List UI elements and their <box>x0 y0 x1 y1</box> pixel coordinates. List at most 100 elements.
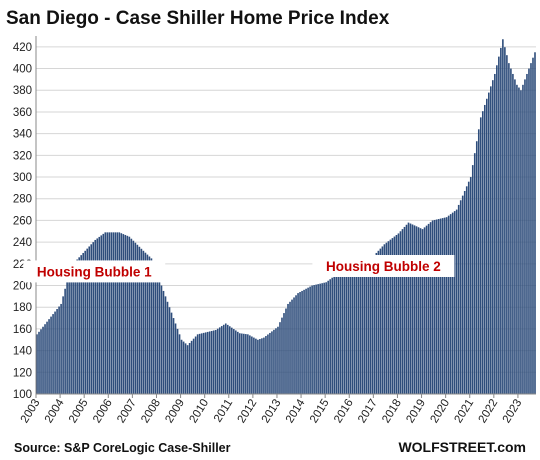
bar-238 <box>514 79 516 395</box>
bar-70 <box>176 328 179 394</box>
bar-166 <box>369 256 372 394</box>
bar-221 <box>479 117 482 394</box>
bar-119 <box>275 328 277 394</box>
bar-220 <box>477 129 480 394</box>
bar-1 <box>38 331 40 394</box>
bar-219 <box>475 141 478 394</box>
bar-135 <box>307 287 309 394</box>
y-tick-label-300: 300 <box>13 172 32 184</box>
bar-181 <box>399 231 402 394</box>
annotation-label-2: Housing Bubble 2 <box>326 259 441 274</box>
x-tick-label-2023: 2023 <box>501 397 525 425</box>
bar-244 <box>526 73 528 394</box>
bar-82 <box>200 333 203 394</box>
bar-125 <box>287 303 289 394</box>
bar-29 <box>94 239 97 394</box>
bar-109 <box>255 338 257 394</box>
annotation-label-1: Housing Bubble 1 <box>37 264 152 279</box>
y-tick-label-280: 280 <box>13 194 32 206</box>
bar-171 <box>379 248 382 394</box>
bar-98 <box>232 329 235 394</box>
bar-8 <box>52 314 54 394</box>
bar-44 <box>124 234 127 394</box>
bar-68 <box>172 318 175 394</box>
bar-100 <box>237 331 239 394</box>
x-tick-label-2008: 2008 <box>139 397 163 425</box>
bar-159 <box>355 264 358 394</box>
bar-72 <box>180 339 183 394</box>
bar-195 <box>427 223 430 394</box>
bar-208 <box>453 211 456 394</box>
x-tick-label-2007: 2007 <box>115 397 139 425</box>
bar-248 <box>534 52 536 394</box>
bar-94 <box>224 323 227 394</box>
bar-60 <box>156 274 159 394</box>
bar-116 <box>269 332 271 394</box>
bar-247 <box>532 57 534 395</box>
bar-113 <box>263 337 265 394</box>
bar-217 <box>471 165 474 394</box>
bar-42 <box>120 233 123 394</box>
bar-57 <box>150 258 153 394</box>
y-tick-label-240: 240 <box>13 237 32 249</box>
x-tick-label-2017: 2017 <box>356 397 380 425</box>
y-tick-label-380: 380 <box>13 85 32 97</box>
bar-81 <box>198 333 201 394</box>
bar-223 <box>483 104 486 395</box>
bar-39 <box>114 232 117 394</box>
bar-40 <box>116 232 119 394</box>
bar-48 <box>132 240 135 394</box>
y-tick-label-420: 420 <box>13 42 32 54</box>
chart-title: San Diego - Case Shiller Home Price Inde… <box>6 8 390 29</box>
bar-237 <box>512 73 514 394</box>
bar-69 <box>174 323 177 394</box>
bar-25 <box>86 248 89 394</box>
bar-196 <box>429 222 432 394</box>
bar-225 <box>488 92 490 394</box>
bar-59 <box>154 269 157 394</box>
bar-22 <box>80 255 82 394</box>
bar-179 <box>395 234 398 394</box>
bar-177 <box>391 238 394 394</box>
bar-53 <box>142 250 145 394</box>
bar-43 <box>122 234 125 394</box>
bar-140 <box>317 284 319 394</box>
bar-207 <box>451 212 454 394</box>
bar-0 <box>36 334 38 394</box>
bar-110 <box>257 339 259 394</box>
bar-163 <box>363 259 366 394</box>
bar-7 <box>50 316 52 394</box>
bar-93 <box>222 324 225 394</box>
bar-20 <box>76 259 78 394</box>
bar-189 <box>415 226 418 394</box>
bar-50 <box>136 244 139 394</box>
bar-12 <box>60 303 62 394</box>
bar-99 <box>234 330 237 394</box>
bar-162 <box>361 260 364 394</box>
bar-35 <box>106 232 109 394</box>
bar-242 <box>522 84 524 395</box>
bar-183 <box>403 226 406 394</box>
bar-147 <box>331 277 333 394</box>
bar-139 <box>315 284 317 394</box>
bar-226 <box>490 86 492 394</box>
bar-61 <box>158 280 161 394</box>
bar-17 <box>70 265 72 394</box>
bar-65 <box>166 301 169 394</box>
bar-216 <box>469 177 472 394</box>
y-tick-label-360: 360 <box>13 107 32 119</box>
bar-87 <box>210 330 213 394</box>
bar-142 <box>321 283 323 394</box>
annotation-box-1 <box>23 260 166 283</box>
bar-102 <box>241 333 243 394</box>
bar-5 <box>46 321 48 394</box>
brand-logo-text: WOLFSTREET.com <box>398 439 526 455</box>
bar-170 <box>377 250 380 394</box>
x-tick-label-2003: 2003 <box>19 397 43 425</box>
bar-190 <box>417 227 420 394</box>
bar-199 <box>435 219 438 394</box>
bar-66 <box>168 307 171 394</box>
bar-234 <box>506 55 508 395</box>
bar-149 <box>335 274 338 394</box>
